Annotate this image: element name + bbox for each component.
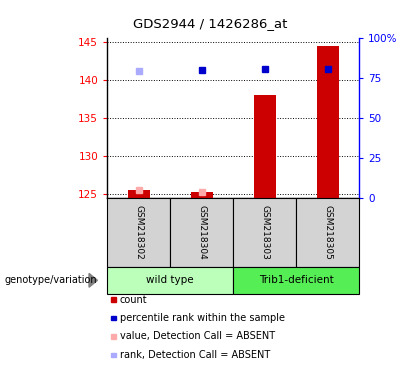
Text: Trib1-deficient: Trib1-deficient [259,275,333,285]
Text: GSM218305: GSM218305 [323,205,332,260]
Text: rank, Detection Call = ABSENT: rank, Detection Call = ABSENT [120,350,270,360]
Bar [191,192,213,198]
Text: value, Detection Call = ABSENT: value, Detection Call = ABSENT [120,331,275,341]
Text: GSM218303: GSM218303 [260,205,269,260]
Text: GSM218302: GSM218302 [134,205,143,260]
Text: count: count [120,295,147,305]
Bar [254,95,276,198]
Text: genotype/variation: genotype/variation [4,275,97,285]
Text: GDS2944 / 1426286_at: GDS2944 / 1426286_at [133,17,287,30]
Text: percentile rank within the sample: percentile rank within the sample [120,313,285,323]
Polygon shape [89,273,97,287]
Text: wild type: wild type [146,275,194,285]
Text: GSM218304: GSM218304 [197,205,206,260]
Bar [128,190,150,198]
Bar [317,46,339,198]
